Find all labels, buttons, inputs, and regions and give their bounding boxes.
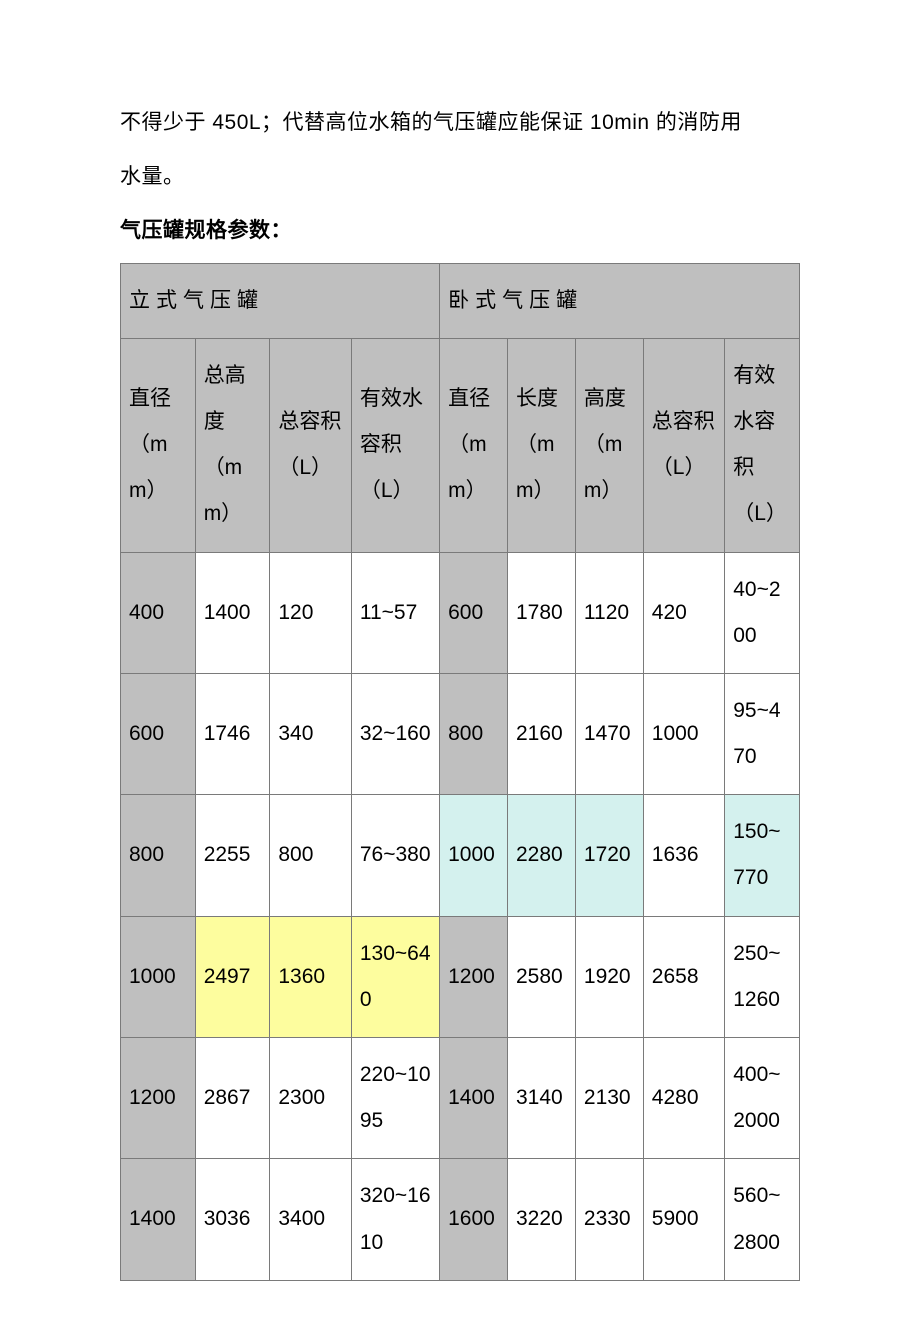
table-cell: 1120 <box>575 552 643 673</box>
table-cell: 560~2800 <box>725 1159 800 1280</box>
table-cell: 150~770 <box>725 795 800 916</box>
table-cell: 1200 <box>440 916 508 1037</box>
table-cell: 420 <box>643 552 724 673</box>
table-cell: 2658 <box>643 916 724 1037</box>
table-cell: 1400 <box>121 1159 196 1280</box>
table-cell: 1400 <box>195 552 270 673</box>
table-row: 100024971360130~6401200258019202658250~1… <box>121 916 800 1037</box>
table-cell: 76~380 <box>351 795 439 916</box>
table-title: 气压罐规格参数： <box>120 208 800 254</box>
table-cell: 11~57 <box>351 552 439 673</box>
table-cell: 3400 <box>270 1159 351 1280</box>
table-cell: 800 <box>440 673 508 794</box>
table-row: 120028672300220~10951400314021304280400~… <box>121 1038 800 1159</box>
table-row: 800225580076~3801000228017201636150~770 <box>121 795 800 916</box>
table-row: 600174634032~16080021601470100095~470 <box>121 673 800 794</box>
table-cell: 1720 <box>575 795 643 916</box>
table-cell: 2330 <box>575 1159 643 1280</box>
table-cell: 340 <box>270 673 351 794</box>
table-cell: 400~2000 <box>725 1038 800 1159</box>
table-cell: 800 <box>121 795 196 916</box>
col-header-5: 长度（mm） <box>508 338 576 552</box>
table-cell: 1746 <box>195 673 270 794</box>
spec-table: 立式气压罐 卧式气压罐 直径（mm） 总高度（mm） 总容积（L） 有效水容积（… <box>120 263 800 1281</box>
table-row: 400140012011~576001780112042040~200 <box>121 552 800 673</box>
table-cell: 2255 <box>195 795 270 916</box>
table-cell: 3036 <box>195 1159 270 1280</box>
table-cell: 1470 <box>575 673 643 794</box>
table-cell: 1636 <box>643 795 724 916</box>
table-cell: 800 <box>270 795 351 916</box>
table-cell: 1600 <box>440 1159 508 1280</box>
group-header-right: 卧式气压罐 <box>440 263 800 338</box>
table-cell: 600 <box>440 552 508 673</box>
table-cell: 1000 <box>643 673 724 794</box>
table-cell: 1000 <box>440 795 508 916</box>
intro-line-1: 不得少于 450L；代替高位水箱的气压罐应能保证 10min 的消防用 <box>120 100 800 146</box>
table-cell: 320~1610 <box>351 1159 439 1280</box>
intro-line-2: 水量。 <box>120 154 800 200</box>
table-cell: 95~470 <box>725 673 800 794</box>
table-cell: 1000 <box>121 916 196 1037</box>
col-header-8: 有效水容积（L） <box>725 338 800 552</box>
table-cell: 1200 <box>121 1038 196 1159</box>
table-cell: 400 <box>121 552 196 673</box>
col-header-3: 有效水容积（L） <box>351 338 439 552</box>
column-header-row: 直径（mm） 总高度（mm） 总容积（L） 有效水容积（L） 直径（mm） 长度… <box>121 338 800 552</box>
table-cell: 4280 <box>643 1038 724 1159</box>
table-cell: 2130 <box>575 1038 643 1159</box>
table-cell: 3140 <box>508 1038 576 1159</box>
group-header-row: 立式气压罐 卧式气压罐 <box>121 263 800 338</box>
col-header-6: 高度（mm） <box>575 338 643 552</box>
table-cell: 2280 <box>508 795 576 916</box>
table-cell: 1780 <box>508 552 576 673</box>
col-header-0: 直径（mm） <box>121 338 196 552</box>
table-cell: 2160 <box>508 673 576 794</box>
table-cell: 2580 <box>508 916 576 1037</box>
group-header-left: 立式气压罐 <box>121 263 440 338</box>
col-header-4: 直径（mm） <box>440 338 508 552</box>
table-cell: 1360 <box>270 916 351 1037</box>
col-header-2: 总容积（L） <box>270 338 351 552</box>
table-cell: 220~1095 <box>351 1038 439 1159</box>
table-row: 140030363400320~16101600322023305900560~… <box>121 1159 800 1280</box>
table-cell: 2867 <box>195 1038 270 1159</box>
table-cell: 250~1260 <box>725 916 800 1037</box>
table-cell: 600 <box>121 673 196 794</box>
table-cell: 32~160 <box>351 673 439 794</box>
table-cell: 3220 <box>508 1159 576 1280</box>
table-cell: 5900 <box>643 1159 724 1280</box>
table-cell: 2497 <box>195 916 270 1037</box>
table-cell: 1400 <box>440 1038 508 1159</box>
col-header-7: 总容积（L） <box>643 338 724 552</box>
table-cell: 2300 <box>270 1038 351 1159</box>
table-cell: 40~200 <box>725 552 800 673</box>
table-cell: 130~640 <box>351 916 439 1037</box>
table-cell: 120 <box>270 552 351 673</box>
col-header-1: 总高度（mm） <box>195 338 270 552</box>
table-cell: 1920 <box>575 916 643 1037</box>
